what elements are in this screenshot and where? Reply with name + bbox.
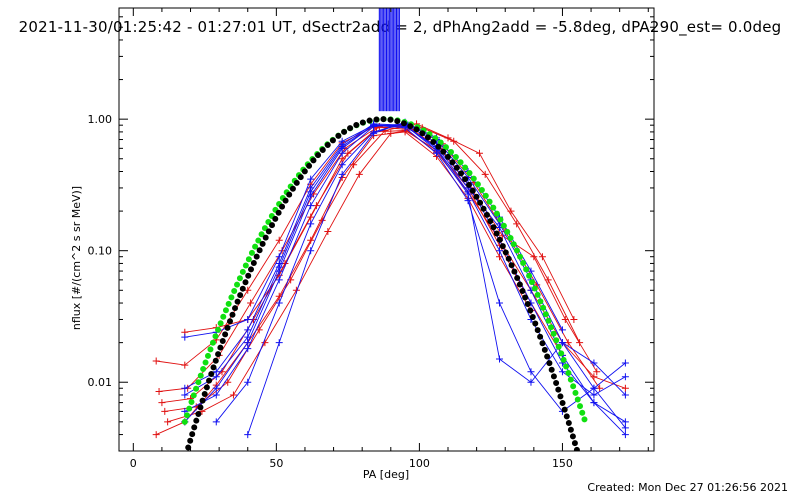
series-8-point xyxy=(590,391,598,399)
series-11-point xyxy=(212,418,220,426)
series-12-point xyxy=(307,188,315,196)
series-10-point xyxy=(590,399,598,407)
series-12-point xyxy=(590,359,598,367)
x-tick-label: 0 xyxy=(130,457,137,470)
series-4-point xyxy=(481,170,489,178)
series-9-line xyxy=(184,123,626,423)
series-0-point xyxy=(244,286,252,294)
x-tick-label: 150 xyxy=(552,457,573,470)
series-0-point xyxy=(181,361,189,369)
series-2-point xyxy=(570,315,578,323)
y-axis-label: nflux [#/(cm^2 s sr MeV)] xyxy=(70,186,83,330)
series-4-point xyxy=(576,339,584,347)
y-tick-label: 0.10 xyxy=(88,245,113,258)
series-9-point xyxy=(244,345,252,353)
series-13-point xyxy=(275,339,283,347)
series-12-point xyxy=(496,355,504,363)
series-10-point xyxy=(212,384,220,392)
x-tick-label: 100 xyxy=(409,457,430,470)
series-1-line xyxy=(161,124,601,404)
series-4-point xyxy=(229,391,237,399)
series-4-point xyxy=(164,418,172,426)
series-2-point xyxy=(475,149,483,157)
series-10-point xyxy=(621,431,629,439)
series-12-point xyxy=(527,378,535,386)
series-2-line xyxy=(164,123,575,412)
series-7-point xyxy=(244,315,252,323)
series-7-point xyxy=(307,175,315,183)
series-11-point xyxy=(338,161,346,169)
series-13-point xyxy=(527,267,535,275)
series-3-point xyxy=(155,388,163,396)
series-0-point xyxy=(621,384,629,392)
series-8-point xyxy=(496,247,504,255)
series-9-point xyxy=(212,391,220,399)
series-4-point xyxy=(324,227,332,235)
series-9-point xyxy=(621,418,629,426)
series-3-line xyxy=(159,126,598,392)
series-12-point xyxy=(621,391,629,399)
series-8-point xyxy=(181,384,189,392)
series-11-point xyxy=(590,384,598,392)
series-12-point xyxy=(370,121,378,129)
series-11-point xyxy=(244,378,252,386)
series-12-point xyxy=(338,142,346,150)
x-tick-label: 50 xyxy=(269,457,283,470)
series-4-line xyxy=(167,127,581,423)
series-12-point xyxy=(464,190,472,198)
series-12-point xyxy=(558,339,566,347)
series-4-point xyxy=(450,137,458,145)
series-7-point xyxy=(527,368,535,376)
series-8-point xyxy=(244,326,252,334)
plot-area xyxy=(152,8,629,451)
data-layer xyxy=(152,8,629,451)
series-11-point xyxy=(275,299,283,307)
series-7-point xyxy=(496,299,504,307)
series-8-point xyxy=(621,373,629,381)
axis-layer: 0 50 100 150 0.01 0.10 1.00 xyxy=(88,7,654,470)
series-0-point xyxy=(152,357,160,365)
created-timestamp: Created: Mon Dec 27 01:26:56 2021 xyxy=(587,481,788,494)
series-5-point xyxy=(152,431,160,439)
series-9-point xyxy=(275,276,283,284)
series-9-point xyxy=(307,202,315,210)
series-4-point xyxy=(261,339,269,347)
series-6-point xyxy=(307,213,315,221)
series-13-point xyxy=(307,247,315,255)
series-2-point xyxy=(161,407,169,415)
series-1-point xyxy=(158,399,166,407)
series-8-point xyxy=(558,368,566,376)
y-tick-label: 1.00 xyxy=(88,113,113,126)
series-13-point xyxy=(244,431,252,439)
series-12-point xyxy=(181,391,189,399)
series-11-point xyxy=(307,220,315,228)
series-0-point xyxy=(275,236,283,244)
fit-curve-black xyxy=(184,116,581,451)
series-7-point xyxy=(621,359,629,367)
plot-frame xyxy=(118,7,655,452)
series-4-point xyxy=(355,170,363,178)
series-5-point xyxy=(307,236,315,244)
series-3-point xyxy=(247,299,255,307)
series-12-point xyxy=(275,263,283,271)
series-12-point xyxy=(212,373,220,381)
series-4-point xyxy=(544,276,552,284)
series-7-point xyxy=(181,333,189,341)
y-tick-label: 0.01 xyxy=(88,376,113,389)
series-13-point xyxy=(370,129,378,137)
series-2-point xyxy=(538,253,546,261)
series-11-point xyxy=(621,424,629,432)
series-4-point xyxy=(513,220,521,228)
series-7-point xyxy=(464,197,472,205)
series-13-point xyxy=(338,170,346,178)
x-axis-label: PA [deg] xyxy=(363,468,409,481)
series-3-point xyxy=(593,368,601,376)
series-13-point xyxy=(558,326,566,334)
series-12-point xyxy=(244,333,252,341)
